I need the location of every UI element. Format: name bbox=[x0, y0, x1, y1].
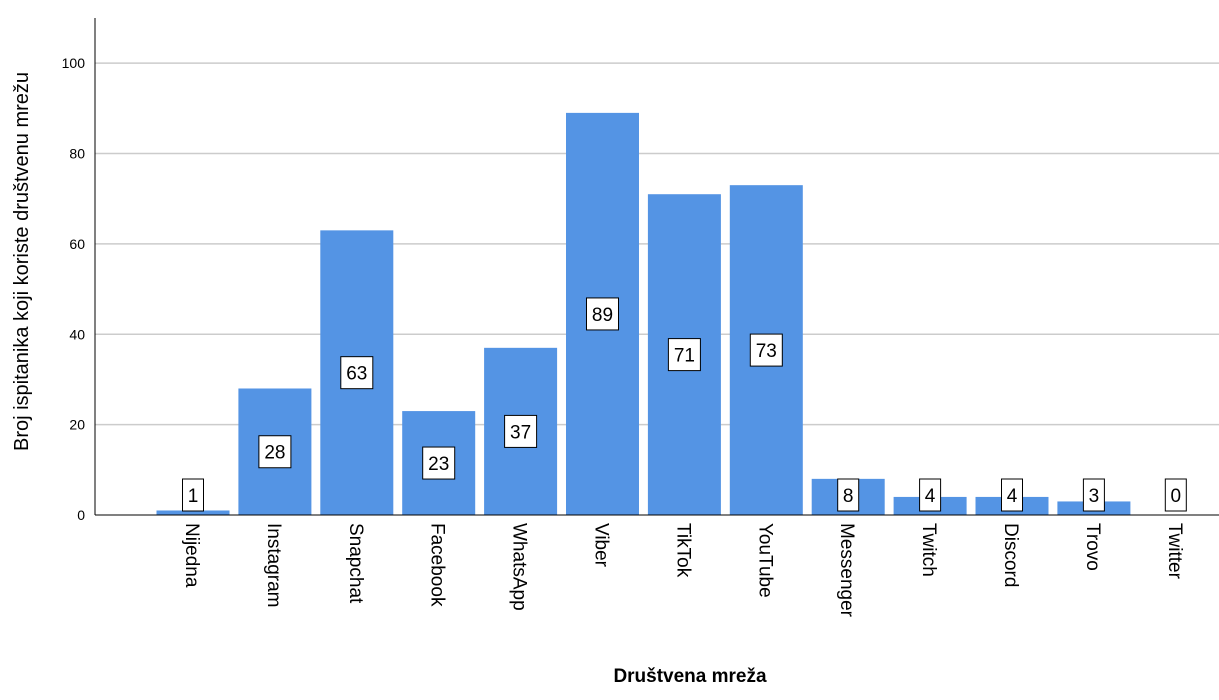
data-label-box bbox=[258, 435, 292, 469]
data-label-text: 1 bbox=[188, 486, 199, 507]
x-tick-label: WhatsApp bbox=[509, 523, 530, 611]
data-label: 8 bbox=[837, 478, 860, 512]
data-label-text: 63 bbox=[346, 364, 367, 385]
data-label-box bbox=[837, 478, 860, 512]
data-label-text: 73 bbox=[756, 341, 777, 362]
bar bbox=[156, 510, 230, 515]
data-label-box bbox=[182, 478, 204, 512]
axes bbox=[94, 18, 1219, 516]
data-label: 63 bbox=[340, 356, 374, 390]
data-label-box bbox=[1082, 478, 1105, 512]
x-tick-label: YouTube bbox=[754, 523, 775, 598]
x-axis-title: Društvena mreža bbox=[613, 666, 767, 687]
y-tick-label: 100 bbox=[62, 55, 86, 71]
data-label-box bbox=[422, 446, 456, 480]
data-label-box bbox=[919, 478, 942, 512]
data-label-text: 28 bbox=[264, 443, 285, 464]
y-tick-label: 0 bbox=[77, 507, 85, 523]
data-label: 37 bbox=[504, 414, 538, 448]
data-label: 0 bbox=[1164, 478, 1187, 512]
data-label: 23 bbox=[422, 446, 456, 480]
x-tick-label: Facebook bbox=[427, 523, 448, 607]
data-label-text: 8 bbox=[843, 486, 854, 507]
x-tick-label: Snapchat bbox=[345, 523, 366, 604]
data-label-box bbox=[667, 338, 701, 372]
data-label: 1 bbox=[182, 478, 204, 512]
bars bbox=[156, 112, 1131, 515]
data-label: 4 bbox=[919, 478, 942, 512]
data-label: 73 bbox=[749, 333, 783, 367]
data-labels: 1 28 63 23 37 89 71 73 8 4 4 3 0 bbox=[182, 297, 1187, 512]
data-label-text: 0 bbox=[1171, 486, 1182, 507]
data-label-box bbox=[1164, 478, 1187, 512]
x-tick-label: Nijedna bbox=[181, 523, 202, 588]
y-tick-label: 20 bbox=[69, 417, 85, 433]
y-tick-label: 40 bbox=[69, 326, 85, 342]
data-label: 71 bbox=[667, 338, 701, 372]
data-label: 3 bbox=[1082, 478, 1105, 512]
data-label-text: 71 bbox=[674, 346, 695, 367]
data-label-text: 37 bbox=[510, 422, 531, 443]
data-label-box bbox=[749, 333, 783, 367]
x-tick-label: Twitch bbox=[918, 523, 939, 577]
data-label-text: 3 bbox=[1089, 486, 1100, 507]
x-tick-label: Instagram bbox=[263, 523, 284, 607]
data-label-text: 23 bbox=[428, 454, 449, 475]
y-tick-labels: 0 20 40 60 80 100 bbox=[62, 55, 86, 523]
data-label-text: 89 bbox=[592, 305, 613, 326]
y-axis-title: Broj ispitanika koji koriste društvenu m… bbox=[11, 72, 33, 451]
x-tick-label: Trovo bbox=[1082, 523, 1103, 571]
data-label-box bbox=[504, 414, 538, 448]
x-tick-labels: Nijedna Instagram Snapchat Facebook WhatsApp… bbox=[181, 523, 1185, 618]
data-label-text: 4 bbox=[925, 486, 936, 507]
y-tick-label: 60 bbox=[69, 236, 85, 252]
x-tick-label: Discord bbox=[1000, 523, 1021, 587]
x-tick-label: TikTok bbox=[672, 523, 693, 578]
data-label-box bbox=[1001, 478, 1023, 512]
y-tick-label: 80 bbox=[69, 146, 85, 162]
x-tick-label: Messenger bbox=[836, 523, 857, 618]
data-label: 28 bbox=[258, 435, 292, 469]
x-tick-label: Viber bbox=[591, 523, 612, 568]
data-label: 4 bbox=[1001, 478, 1023, 512]
data-label-box bbox=[586, 297, 619, 331]
x-tick-label: Twitter bbox=[1164, 523, 1185, 580]
data-label: 89 bbox=[586, 297, 619, 331]
data-label-box bbox=[340, 356, 374, 390]
data-label-text: 4 bbox=[1007, 486, 1018, 507]
